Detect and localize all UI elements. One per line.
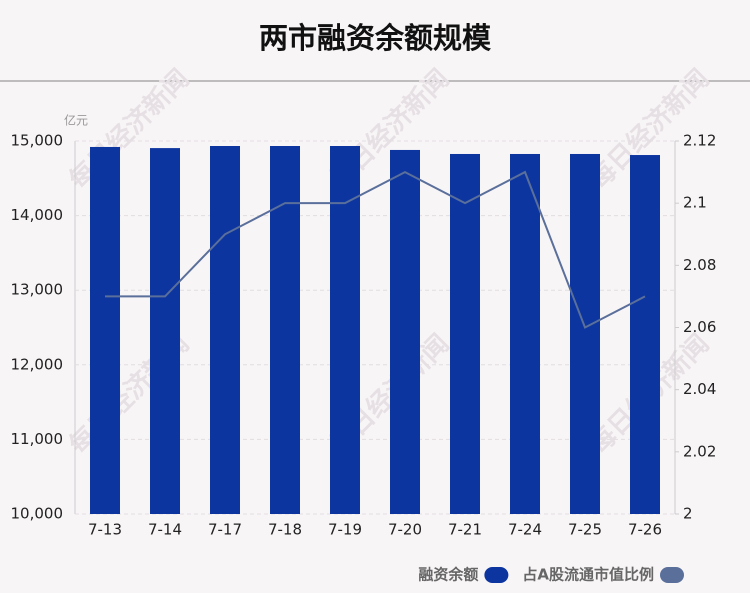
bar (390, 149, 420, 514)
legend-label: 占A股流通市值比例 (522, 566, 654, 584)
y-tick-label: 13,000 (11, 281, 64, 299)
legend-swatch (484, 567, 509, 583)
bar (450, 153, 480, 514)
y2-tick-label: 2.04 (683, 380, 716, 398)
y-tick-label: 15,000 (11, 132, 64, 150)
chart-title: 两市融资余额规模 (259, 21, 492, 55)
bar (270, 145, 300, 514)
legend-label: 融资余额 (418, 566, 478, 584)
y2-tick-label: 2.1 (683, 194, 707, 212)
y-unit: 亿元 (64, 113, 88, 128)
bar (630, 155, 660, 515)
y-tick-label: 12,000 (11, 355, 64, 373)
legend-swatch (660, 567, 684, 583)
x-tick-label: 7-18 (268, 521, 302, 539)
bar (570, 153, 600, 514)
y2-tick-label: 2.06 (683, 318, 716, 336)
y2-tick-label: 2 (683, 505, 693, 523)
bar (510, 153, 540, 514)
x-tick-label: 7-13 (88, 521, 122, 539)
y-tick-label: 11,000 (11, 430, 64, 448)
bar (210, 145, 240, 514)
x-tick-label: 7-20 (388, 521, 422, 539)
x-tick-label: 7-21 (448, 521, 482, 539)
y2-tick-label: 2.02 (683, 442, 716, 460)
line (105, 170, 646, 329)
y-tick-label: 14,000 (11, 206, 64, 224)
x-tick-label: 7-14 (148, 521, 182, 539)
bar (90, 146, 120, 514)
x-tick-label: 7-25 (568, 521, 602, 539)
y2-tick-label: 2.12 (683, 132, 716, 150)
x-tick-label: 7-26 (628, 521, 662, 539)
x-tick-label: 7-17 (208, 521, 242, 539)
bar (150, 148, 180, 514)
y2-tick-label: 2.08 (683, 256, 716, 274)
x-tick-label: 7-24 (508, 521, 542, 539)
y-tick-label: 10,000 (11, 505, 64, 523)
bar (330, 145, 360, 514)
x-tick-label: 7-19 (328, 521, 362, 539)
